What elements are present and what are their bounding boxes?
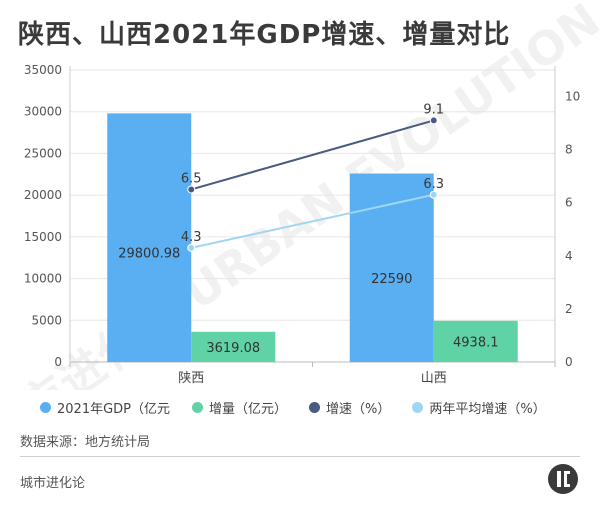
left-tick-label: 30000 xyxy=(24,105,62,119)
series-point xyxy=(429,116,438,125)
data-label-line: 6.3 xyxy=(423,177,444,192)
left-tick-label: 5000 xyxy=(31,313,62,327)
legend-swatch-gdp xyxy=(40,402,51,413)
left-tick-label: 20000 xyxy=(24,188,62,202)
legend-label-increment: 增量（亿元） xyxy=(209,402,288,417)
bar-increment xyxy=(191,331,276,362)
chart-plot: 城市进化论 URBAN EVOLUTION0500010000150002000… xyxy=(0,0,600,390)
legend-item-increment[interactable]: 增量（亿元） xyxy=(192,398,287,417)
series-point xyxy=(187,185,196,194)
data-label-increment: 3619.08 xyxy=(206,341,260,356)
brand-logo-icon xyxy=(548,464,578,494)
right-tick-label: 4 xyxy=(565,249,573,263)
data-label-line: 4.3 xyxy=(181,230,202,245)
legend-item-avg-growth[interactable]: 两年平均增速（%） xyxy=(412,398,546,417)
right-tick-label: 0 xyxy=(565,355,573,369)
data-label-line: 9.1 xyxy=(423,102,444,117)
bar-gdp xyxy=(107,113,192,362)
right-tick-label: 10 xyxy=(565,90,580,104)
legend-swatch-avg-growth xyxy=(412,402,424,413)
data-source: 数据来源：地方统计局 xyxy=(20,435,151,450)
bar-increment xyxy=(433,320,518,362)
footer-divider xyxy=(20,456,580,457)
chart-legend: 2021年GDP（亿元 增量（亿元） 增速（%） 两年平均增速（%） xyxy=(40,398,546,417)
legend-swatch-growth xyxy=(309,402,321,413)
right-tick-label: 8 xyxy=(565,143,573,157)
legend-swatch-increment xyxy=(192,402,204,413)
right-tick-label: 6 xyxy=(565,196,573,210)
brand-name: 城市进化论 xyxy=(20,476,86,491)
series-line xyxy=(190,119,435,191)
left-tick-label: 35000 xyxy=(24,63,62,77)
data-label-gdp: 29800.98 xyxy=(118,247,180,262)
legend-item-growth[interactable]: 增速（%） xyxy=(309,398,390,417)
bar-gdp xyxy=(349,173,434,362)
legend-label-gdp: 2021年GDP（亿元 xyxy=(57,402,171,417)
legend-label-growth: 增速（%） xyxy=(326,402,391,417)
category-label: 陕西 xyxy=(178,371,204,386)
series-point xyxy=(187,243,196,252)
left-tick-label: 10000 xyxy=(24,272,62,286)
legend-label-avg-growth: 两年平均增速（%） xyxy=(429,402,546,417)
chart-title: 陕西、山西2021年GDP增速、增量对比 xyxy=(18,20,511,50)
right-tick-label: 2 xyxy=(565,302,573,316)
data-label-gdp: 22590 xyxy=(371,272,412,287)
data-label-line: 6.5 xyxy=(181,171,202,186)
left-tick-label: 0 xyxy=(54,355,62,369)
data-label-increment: 4938.1 xyxy=(453,335,499,350)
series-line xyxy=(191,193,434,249)
left-tick-label: 25000 xyxy=(24,146,62,160)
category-label: 山西 xyxy=(421,371,447,386)
series-point xyxy=(429,190,438,199)
left-tick-label: 15000 xyxy=(24,230,62,244)
legend-item-gdp[interactable]: 2021年GDP（亿元 xyxy=(40,398,170,417)
